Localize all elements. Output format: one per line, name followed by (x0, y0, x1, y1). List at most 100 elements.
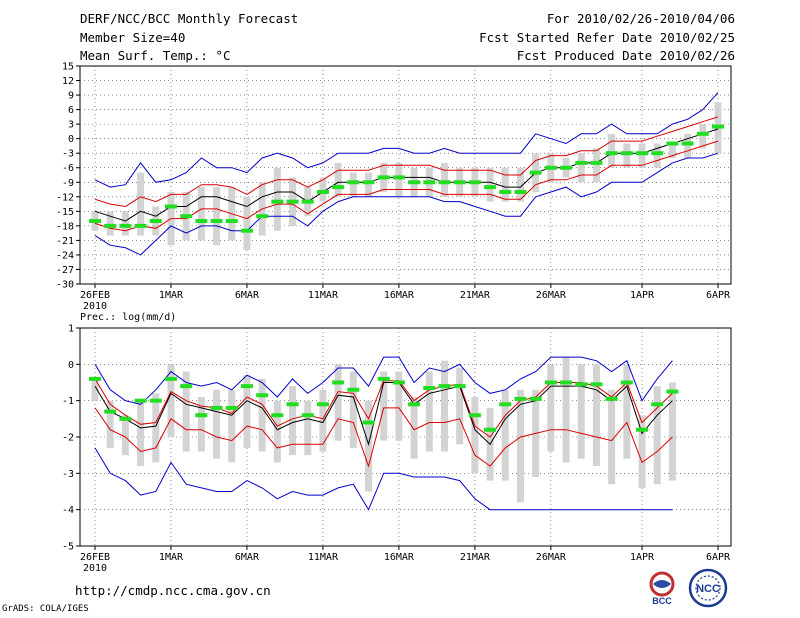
ensemble-box (684, 133, 692, 159)
median-marker (256, 393, 269, 398)
median-marker (362, 180, 375, 185)
median-marker (225, 405, 238, 410)
x-tick-label: 1APR (630, 552, 655, 563)
ensemble-box (653, 143, 661, 168)
ensemble-box (334, 162, 342, 197)
ensemble-box (623, 364, 631, 459)
x-tick-label: 26FEB (80, 290, 110, 301)
median-marker (575, 382, 588, 387)
ensemble-box (456, 367, 464, 445)
ensemble-box (623, 143, 631, 168)
y-tick-label: -21 (56, 236, 74, 247)
y-tick-label: -27 (56, 265, 74, 276)
ensemble-box (562, 357, 570, 463)
ensemble-box (91, 378, 99, 401)
x-tick-label: 6APR (706, 552, 731, 563)
grads-credit: GrADS: COLA/IGES (2, 604, 89, 614)
median-marker (149, 398, 162, 403)
x-tick-label: 16MAR (384, 552, 415, 563)
median-marker (332, 380, 345, 385)
median-marker (104, 409, 117, 414)
median-marker (286, 402, 299, 407)
ensemble-box (197, 187, 205, 241)
forecast-period: For 2010/02/26-2010/04/06 (546, 11, 735, 26)
median-marker (256, 214, 269, 219)
median-marker (195, 413, 208, 418)
y-tick-label: -5 (62, 542, 74, 553)
median-marker (468, 180, 481, 185)
median-marker (377, 175, 390, 180)
ensemble-box (486, 167, 494, 202)
ensemble-box (349, 172, 357, 197)
median-marker (681, 141, 694, 146)
ensemble-box (137, 400, 145, 467)
ensemble-box (319, 177, 327, 202)
median-marker (666, 141, 679, 146)
median-marker (560, 165, 573, 170)
ensemble-box (440, 162, 448, 197)
ensemble-box (182, 371, 190, 452)
ensemble-box (334, 364, 342, 441)
median-marker (453, 384, 466, 389)
x-tick-label: 6MAR (235, 552, 260, 563)
member-size: Member Size=40 (80, 30, 186, 45)
median-marker (164, 204, 177, 209)
chart-title: DERF/NCC/BCC Monthly Forecast (80, 11, 299, 26)
ensemble-box (258, 378, 266, 452)
median-marker (651, 151, 664, 156)
ensemble-box (577, 364, 585, 459)
x-tick-label: 1APR (630, 290, 655, 301)
median-marker (438, 180, 451, 185)
ensemble-box (516, 389, 524, 503)
median-marker (210, 405, 223, 410)
median-marker (271, 199, 284, 204)
ensemble-box (380, 371, 388, 441)
ensemble-box (152, 393, 160, 463)
median-marker (347, 387, 360, 392)
produced-date: Fcst Produced Date 2010/02/26 (516, 48, 735, 63)
median-marker (149, 219, 162, 224)
median-marker (712, 124, 724, 129)
x-tick-label: 1MAR (159, 552, 184, 563)
ensemble-box (395, 371, 403, 441)
median-marker (286, 199, 299, 204)
source-url[interactable]: http://cmdp.ncc.cma.gov.cn (75, 583, 271, 598)
x-tick-label: 11MAR (308, 552, 339, 563)
median-marker (316, 402, 329, 407)
y-tick-label: -18 (56, 221, 74, 232)
median-marker (332, 185, 345, 190)
y-tick-label: -9 (62, 178, 74, 189)
median-marker (240, 228, 253, 233)
median-marker (119, 223, 132, 228)
ensemble-box (365, 400, 373, 492)
median-marker (195, 219, 208, 224)
x-tick-label: 11MAR (308, 290, 339, 301)
ensemble-box (106, 400, 114, 448)
median-marker (529, 396, 542, 401)
ensemble-box (653, 386, 661, 485)
median-marker (392, 175, 405, 180)
median-marker (620, 380, 633, 385)
bcc-logo: BCC (641, 570, 683, 610)
x-year-label: 2010 (83, 563, 107, 574)
ncc-logo: NCC (684, 568, 732, 612)
ensemble-box (197, 397, 205, 452)
median-marker (620, 151, 633, 156)
started-date: Fcst Started Refer Date 2010/02/25 (479, 30, 735, 45)
ensemble-box (440, 360, 448, 452)
median-marker (438, 384, 451, 389)
x-tick-label: 16MAR (384, 290, 415, 301)
median-marker (453, 180, 466, 185)
ensemble-box (547, 364, 555, 452)
median-marker (499, 189, 512, 194)
y-tick-label: -3 (62, 469, 74, 480)
y-tick-label: -1 (62, 396, 74, 407)
x-tick-label: 26MAR (536, 290, 567, 301)
median-marker (544, 380, 557, 385)
y-tick-label: -3 (62, 149, 74, 160)
ensemble-box (577, 153, 585, 183)
ensemble-box (638, 415, 646, 488)
ensemble-box (592, 148, 600, 183)
ensemble-box (106, 211, 114, 236)
